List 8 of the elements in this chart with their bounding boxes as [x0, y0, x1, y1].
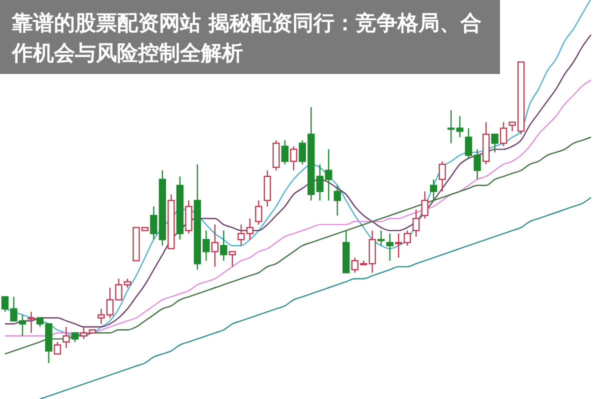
candlestick — [62, 326, 70, 349]
candlestick — [28, 311, 35, 334]
candlestick — [211, 224, 219, 268]
candlestick — [421, 190, 428, 220]
chart-title: 靠谱的股票配资网站 揭秘配资同行：竞争格局、合作机会与风险控制全解析 — [11, 11, 482, 65]
candlestick — [220, 230, 228, 262]
candlestick — [185, 200, 192, 234]
candlestick — [386, 232, 394, 262]
